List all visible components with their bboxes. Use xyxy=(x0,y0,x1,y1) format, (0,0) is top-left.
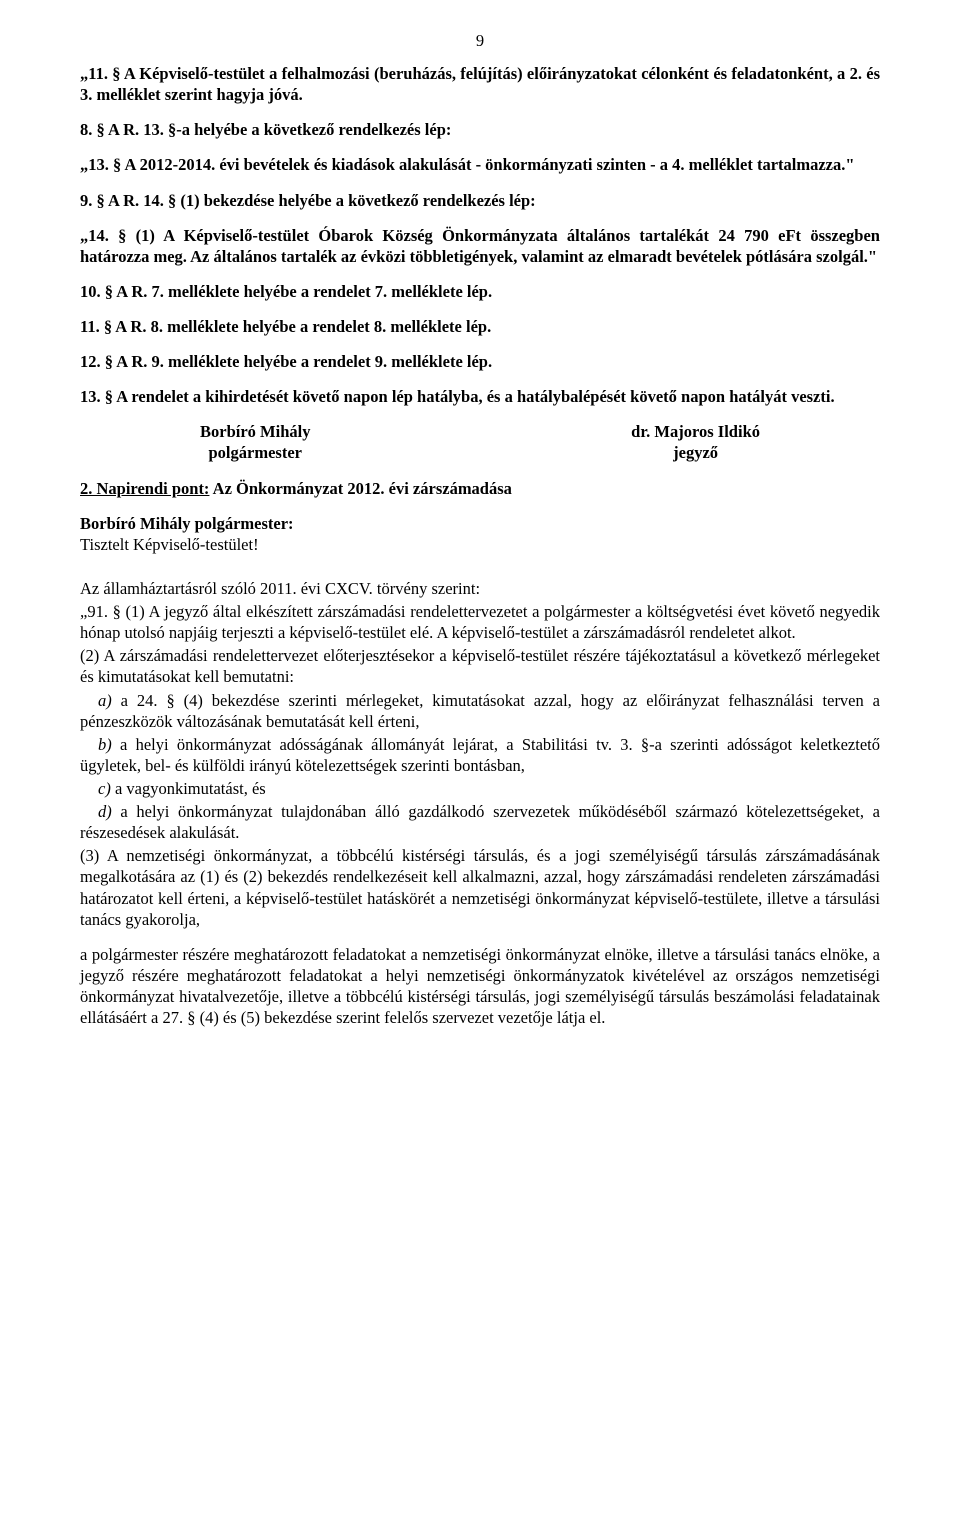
paragraph-9: 9. § A R. 14. § (1) bekezdése helyébe a … xyxy=(80,190,880,211)
label-d: d) xyxy=(98,802,120,821)
signature-row: Borbíró Mihály polgármester dr. Majoros … xyxy=(200,421,760,463)
label-c: c) xyxy=(98,779,115,798)
list-item-a: a) a 24. § (4) bekezdése szerinti mérleg… xyxy=(80,690,880,732)
law-91-3: (3) A nemzetiségi önkormányzat, a többcé… xyxy=(80,845,880,929)
paragraph-13: „13. § A 2012-2014. évi bevételek és kia… xyxy=(80,154,880,175)
law-intro: Az államháztartásról szóló 2011. évi CXC… xyxy=(80,578,880,599)
list-item-b: b) a helyi önkormányzat adósságának állo… xyxy=(80,734,880,776)
paragraph-8: 8. § A R. 13. §-a helyébe a következő re… xyxy=(80,119,880,140)
paragraph-11s: 11. § A R. 8. melléklete helyébe a rende… xyxy=(80,316,880,337)
label-a: a) xyxy=(98,691,121,710)
paragraph-13s: 13. § A rendelet a kihirdetését követő n… xyxy=(80,386,880,407)
list-item-d: d) a helyi önkormányzat tulajdonában áll… xyxy=(80,801,880,843)
law-91-2: (2) A zárszámadási rendelettervezet előt… xyxy=(80,645,880,687)
paragraph-14: „14. § (1) A Képviselő-testület Óbarok K… xyxy=(80,225,880,267)
law-91-1: „91. § (1) A jegyző által elkészített zá… xyxy=(80,601,880,643)
agenda-heading-underline: 2. Napirendi pont: xyxy=(80,479,209,498)
speaker-name: Borbíró Mihály polgármester: xyxy=(80,514,294,533)
sig-right-name: dr. Majoros Ildikó xyxy=(631,421,760,442)
text-b: a helyi önkormányzat adósságának állomán… xyxy=(80,735,880,775)
list-item-c: c) a vagyonkimutatást, és xyxy=(80,778,880,799)
sig-left-name: Borbíró Mihály xyxy=(200,421,310,442)
agenda-heading-rest: Az Önkormányzat 2012. évi zárszámadása xyxy=(209,479,511,498)
page-number: 9 xyxy=(80,30,880,51)
salutation: Tisztelt Képviselő-testület! xyxy=(80,535,259,554)
paragraph-11: „11. § A Képviselő-testület a felhalmozá… xyxy=(80,63,880,105)
label-b: b) xyxy=(98,735,120,754)
paragraph-10s: 10. § A R. 7. melléklete helyébe a rende… xyxy=(80,281,880,302)
text-c: a vagyonkimutatást, és xyxy=(115,779,266,798)
agenda-heading: 2. Napirendi pont: Az Önkormányzat 2012.… xyxy=(80,478,880,499)
text-a: a 24. § (4) bekezdése szerinti mérlegeke… xyxy=(80,691,880,731)
text-d: a helyi önkormányzat tulajdonában álló g… xyxy=(80,802,880,842)
law-91-cont: a polgármester részére meghatározott fel… xyxy=(80,944,880,1028)
sig-left-title: polgármester xyxy=(200,442,310,463)
paragraph-12s: 12. § A R. 9. melléklete helyébe a rende… xyxy=(80,351,880,372)
sig-right-title: jegyző xyxy=(631,442,760,463)
